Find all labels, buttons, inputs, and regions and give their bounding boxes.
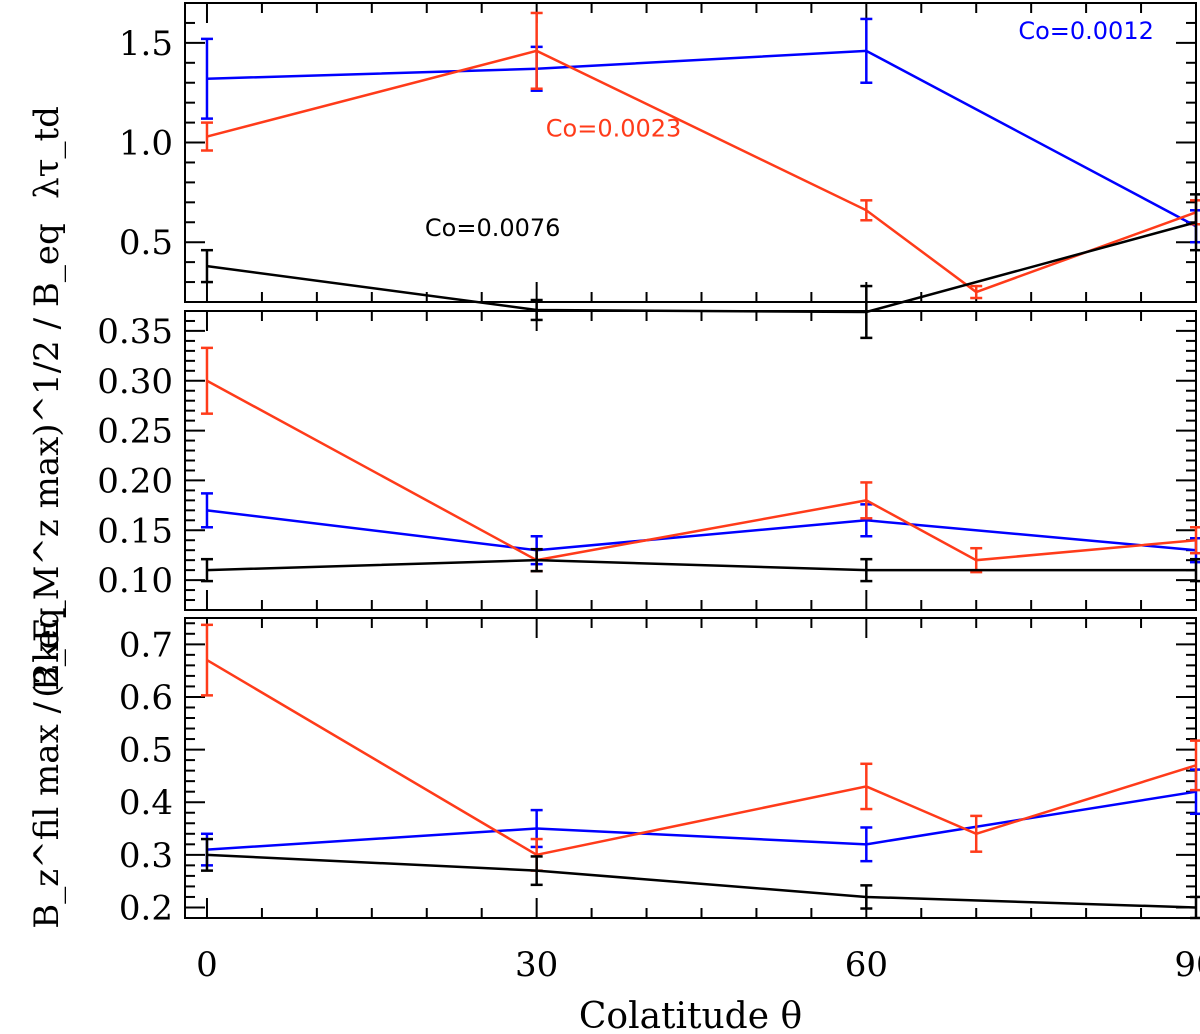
error-bar — [200, 248, 213, 284]
series-line — [206, 379, 1197, 562]
y-tick-label: 0.6 — [119, 678, 173, 718]
error-bar — [860, 557, 873, 583]
error-bar — [860, 17, 873, 84]
x-tick-label: 90 — [1174, 945, 1200, 985]
error-bar — [970, 546, 983, 574]
y-tick-label: 0.20 — [97, 461, 173, 501]
panel-top: 0.5 1.0 1.5 Co=0.0012 Co=0.0023 Co=0.0076 λτ_t… — [27, 2, 1200, 340]
y-tick-label: 0.3 — [119, 836, 173, 876]
panel-middle: 0.10 0.15 0.20 0.25 0.30 0.35 (2kE_M^z max)^1/… — [27, 223, 1200, 698]
series-line — [206, 49, 1197, 294]
error-bar — [860, 481, 873, 520]
error-bar — [200, 557, 213, 583]
series-line — [206, 558, 1196, 572]
error-bar — [860, 199, 873, 222]
series-0 — [200, 768, 1200, 867]
series-2 — [200, 547, 1200, 583]
y-tick-label: 0.4 — [119, 783, 173, 823]
error-bar — [1190, 739, 1200, 792]
error-bar — [1190, 557, 1200, 583]
y-tick-label: 1.5 — [119, 24, 173, 64]
series-line — [206, 509, 1197, 552]
error-bar — [200, 37, 213, 120]
y-tick-label: 1.0 — [119, 124, 173, 164]
error-bar — [200, 837, 213, 872]
y-tick-label: 0.15 — [97, 511, 173, 551]
y-axis-label: λτ_td — [27, 106, 67, 199]
panel-frame — [184, 617, 1197, 919]
series-line — [206, 853, 1197, 909]
panel-bottom: 0.2 0.3 0.4 0.5 0.6 0.7 0 30 60 90 Colatitude θ B_z… — [27, 607, 1200, 1034]
panel-frame — [184, 2, 1197, 303]
series-annotation: Co=0.0012 — [1018, 17, 1154, 45]
x-axis-label: Colatitude θ — [579, 996, 802, 1034]
error-bar — [860, 826, 873, 863]
y-tick-label: 0.10 — [97, 561, 173, 601]
y-axis-label: (2kE_M^z max)^1/2 / B_eq — [27, 223, 67, 697]
error-bar — [530, 547, 543, 573]
error-bar — [1190, 193, 1200, 252]
error-bar — [530, 855, 543, 887]
x-tick-label: 30 — [515, 945, 558, 985]
y-tick-label: 0.2 — [119, 888, 173, 928]
error-bar — [530, 11, 543, 90]
series-annotation: Co=0.0076 — [425, 214, 561, 242]
error-bar — [860, 884, 873, 910]
x-tick-label: 0 — [196, 945, 218, 985]
error-bar — [200, 346, 213, 415]
error-bar — [1190, 526, 1200, 555]
y-tick-label: 0.30 — [97, 362, 173, 402]
series-1 — [200, 11, 1200, 300]
error-bar — [200, 492, 213, 529]
y-axis-label: B_z^fil max / B_eq — [27, 607, 67, 928]
error-bar — [1190, 895, 1200, 920]
y-tick-label: 0.7 — [119, 625, 173, 665]
error-bar — [860, 762, 873, 811]
y-tick-label: 0.25 — [97, 412, 173, 452]
series-line — [206, 659, 1197, 857]
series-line — [206, 790, 1197, 851]
series-1 — [200, 346, 1200, 574]
x-tick-label: 60 — [845, 945, 888, 985]
series-annotation: Co=0.0023 — [546, 115, 682, 143]
y-tick-label: 0.5 — [119, 731, 173, 771]
error-bar — [200, 121, 213, 152]
y-tick-label: 0.35 — [97, 312, 173, 352]
error-bar — [970, 284, 983, 300]
error-bar — [200, 623, 213, 697]
error-bar — [970, 814, 983, 853]
series-line — [206, 49, 1197, 228]
series-2 — [200, 837, 1200, 920]
series-1 — [200, 623, 1200, 872]
y-tick-label: 0.5 — [119, 223, 173, 263]
